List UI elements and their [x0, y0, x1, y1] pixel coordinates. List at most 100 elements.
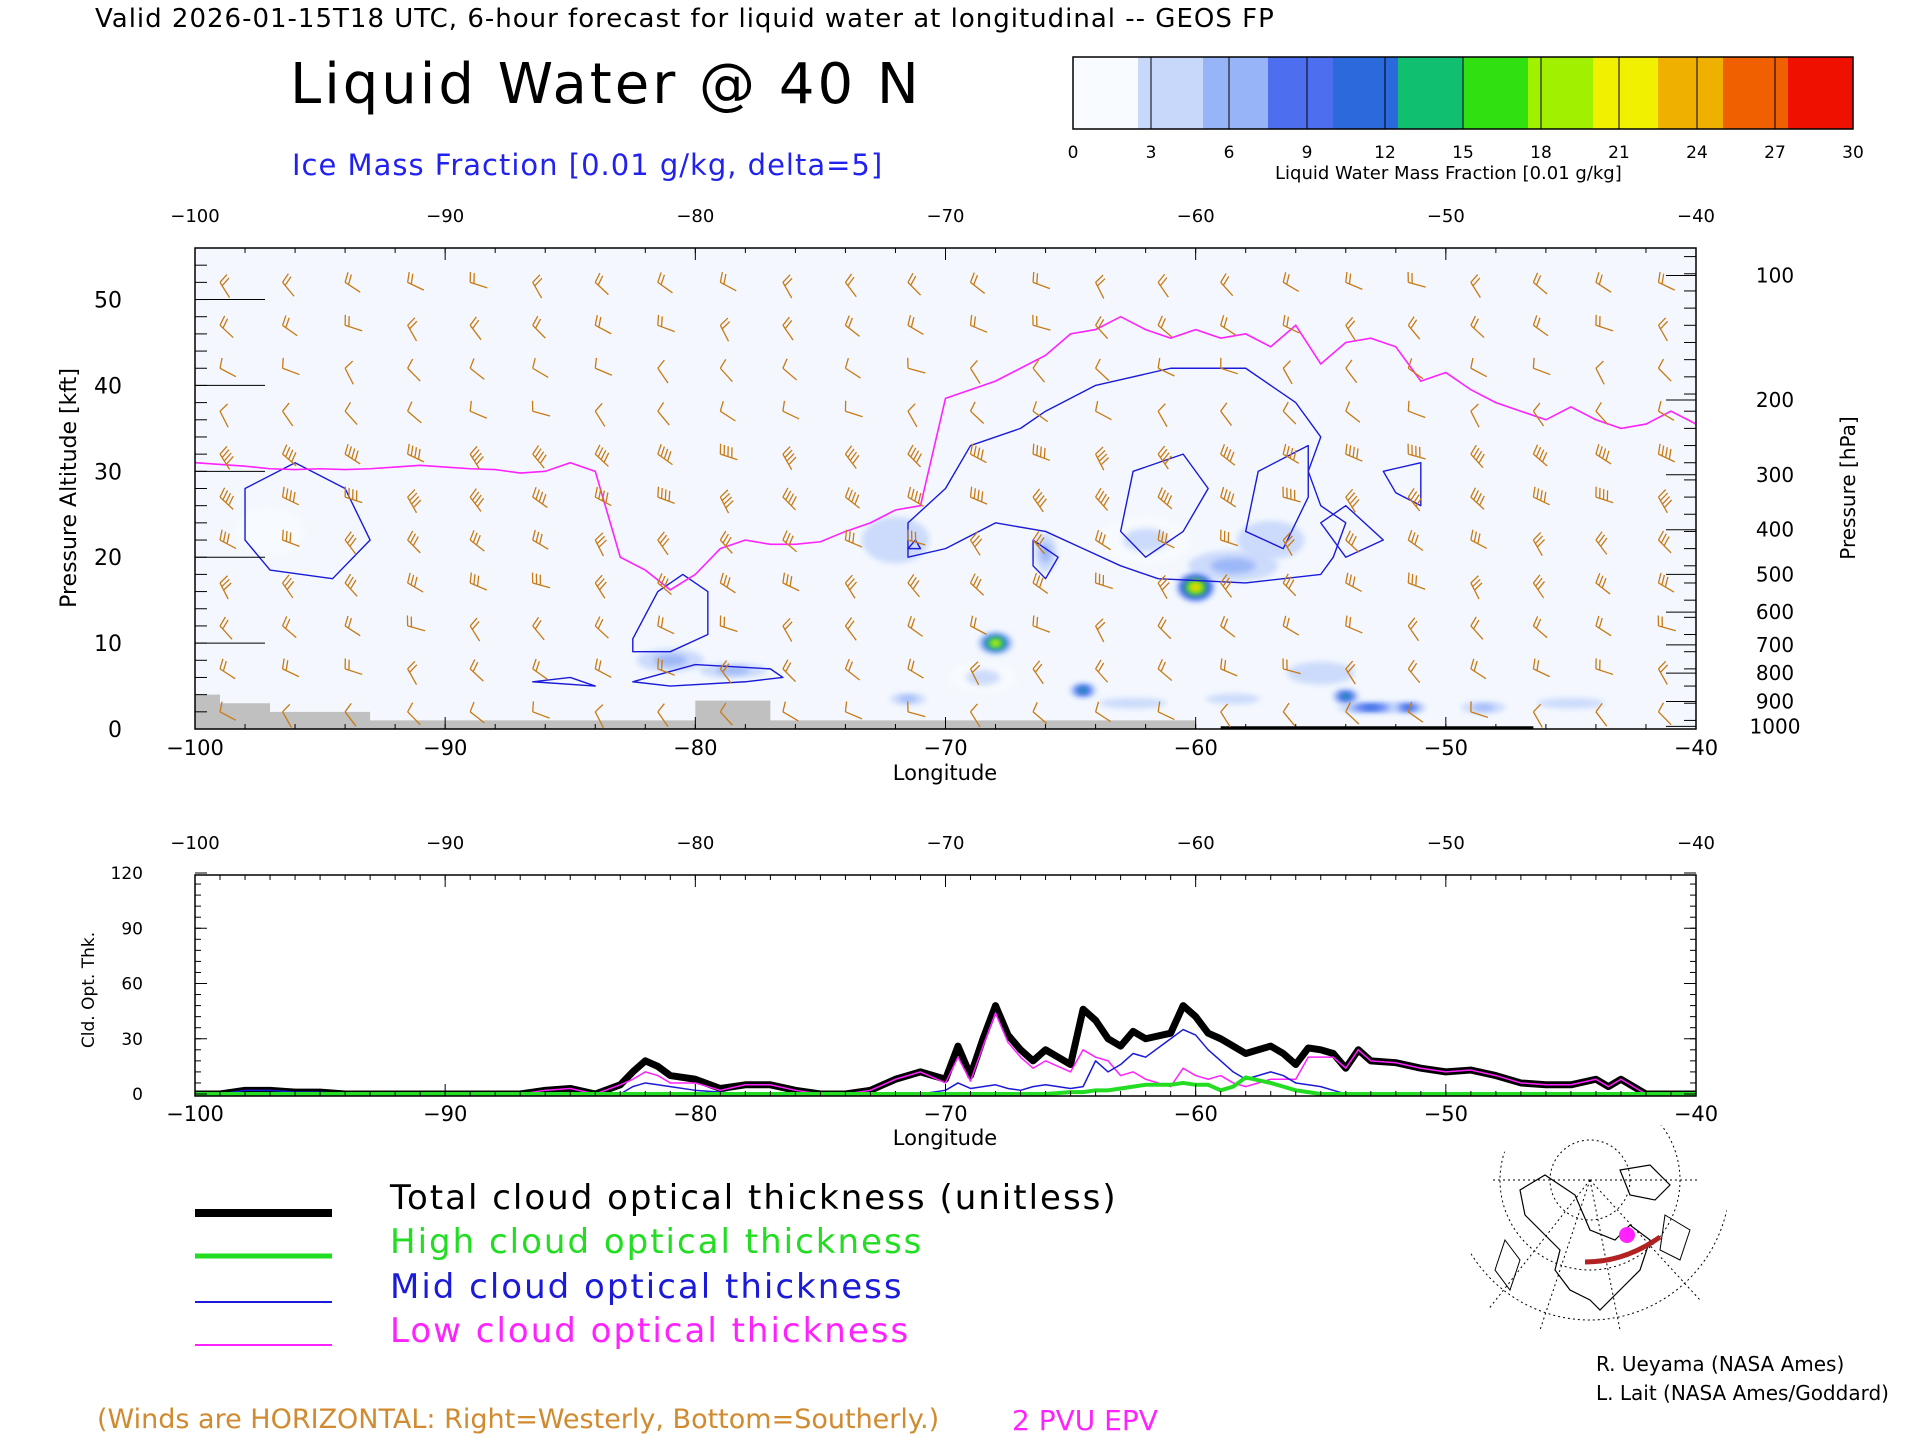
x-tick-label-top: −70 — [927, 206, 965, 227]
wind-barb-flag — [598, 316, 602, 328]
wind-barb-staff — [219, 668, 236, 680]
wind-barb-flag — [594, 486, 598, 498]
wind-barb-flag — [1538, 449, 1545, 460]
wind-barb-flag — [727, 446, 729, 457]
wind-barb-flag — [789, 576, 793, 587]
wind-barb-staff — [907, 453, 922, 468]
wind-barb-flag — [222, 660, 227, 672]
wind-barb-flag — [1223, 489, 1228, 500]
wind-barb-flag — [844, 273, 853, 283]
wind-barb-flag — [1665, 447, 1668, 458]
wind-barb-flag — [1473, 660, 1478, 672]
wind-barb-flag — [1220, 615, 1226, 627]
wind-barb-staff — [532, 282, 543, 299]
wind-barb — [281, 357, 300, 376]
wind-barb — [907, 403, 918, 428]
wind-barb-flag — [472, 319, 480, 329]
wind-barb-flag — [1230, 493, 1235, 504]
wind-barb-staff — [969, 539, 981, 556]
wind-barb-flag — [406, 443, 410, 455]
wind-barb — [782, 617, 793, 642]
wind-barb-flag — [1160, 661, 1166, 672]
wind-barb-staff — [469, 539, 485, 552]
wind-barb-staff — [720, 625, 738, 633]
wind-barb-flag — [719, 443, 722, 455]
wind-barb-staff — [907, 582, 920, 598]
wind-barb — [1657, 660, 1669, 685]
wind-barb-flag — [1282, 314, 1286, 326]
wind-barb-staff — [1658, 367, 1672, 382]
wind-barb-flag — [847, 317, 853, 329]
wind-barb — [1095, 618, 1106, 643]
wind-barb-staff — [907, 496, 924, 507]
wind-barb-flag — [788, 535, 794, 546]
wind-barb — [844, 445, 860, 469]
wind-barb-staff — [407, 324, 418, 342]
wind-barb-flag — [1356, 448, 1359, 459]
wind-barb-flag — [281, 444, 288, 455]
wind-barb-flag — [1347, 663, 1356, 673]
wind-barb-staff — [1345, 539, 1360, 553]
wind-barb-staff — [344, 582, 358, 597]
wind-barb-flag — [790, 496, 797, 506]
wind-barb-flag — [1532, 703, 1542, 713]
wind-barb-flag — [1157, 273, 1166, 283]
wind-barb-flag — [1094, 529, 1100, 541]
wind-barb-flag — [1345, 359, 1353, 369]
wind-barb-flag — [785, 490, 792, 501]
liquid-water-blob — [966, 669, 1000, 686]
wind-barb-flag — [785, 574, 789, 585]
wind-barb — [219, 575, 232, 600]
wind-barb — [1470, 658, 1487, 680]
wind-barb-flag — [225, 456, 234, 465]
wind-barb-staff — [1533, 324, 1549, 337]
wind-barb-flag — [847, 448, 855, 458]
wind-barb-flag — [719, 489, 729, 498]
wind-barb-flag — [1032, 615, 1035, 626]
wind-barb-staff — [532, 367, 549, 378]
wind-barb-flag — [532, 701, 535, 712]
wind-barb-flag — [1595, 401, 1602, 412]
wind-barb — [1470, 315, 1485, 339]
wind-barb-staff — [1282, 281, 1300, 293]
wind-barb-staff — [469, 496, 482, 512]
wind-barb-flag — [723, 273, 727, 285]
wind-barb-flag — [1661, 496, 1671, 505]
wind-barb-flag — [907, 357, 909, 369]
wind-barb-staff — [657, 367, 669, 384]
wind-barb — [1282, 443, 1300, 464]
wind-barb-staff — [282, 367, 300, 376]
wind-barb-flag — [344, 531, 352, 541]
wind-barb — [1095, 316, 1109, 340]
wind-barb-staff — [407, 625, 426, 632]
wind-barb — [344, 703, 357, 727]
wind-barb — [1157, 357, 1175, 377]
wind-barb-flag — [914, 531, 917, 543]
wind-barb-flag — [1663, 536, 1670, 547]
wind-barb-flag — [1036, 273, 1039, 284]
wind-barb-staff — [1407, 539, 1424, 552]
wind-barb-staff — [1407, 496, 1421, 512]
colorbar-cell — [1333, 57, 1399, 129]
wind-barb-flag — [785, 532, 791, 543]
wind-barb — [1657, 400, 1675, 421]
wind-barb-flag — [1598, 575, 1604, 586]
wind-barb-staff — [219, 625, 233, 640]
wind-barb-flag — [1164, 455, 1172, 465]
wind-barb-staff — [720, 453, 738, 461]
wind-barb-flag — [472, 661, 479, 672]
wind-barb-flag — [1220, 529, 1222, 541]
wind-barb-staff — [1407, 367, 1424, 380]
optical-thickness-frame — [194, 874, 1697, 1097]
wind-barb-staff — [219, 453, 231, 470]
legend-label-total: Total cloud optical thickness (unitless) — [390, 1178, 1118, 1218]
wind-barb-flag — [971, 664, 981, 673]
wind-barb-flag — [534, 619, 542, 630]
wind-barb-flag — [723, 616, 726, 628]
wind-barb — [657, 658, 675, 676]
wind-barb — [594, 314, 612, 335]
wind-barb-flag — [1348, 273, 1352, 284]
wind-barb-staff — [844, 582, 856, 599]
wind-barb-flag — [1282, 702, 1290, 713]
wind-barb-staff — [657, 324, 675, 333]
